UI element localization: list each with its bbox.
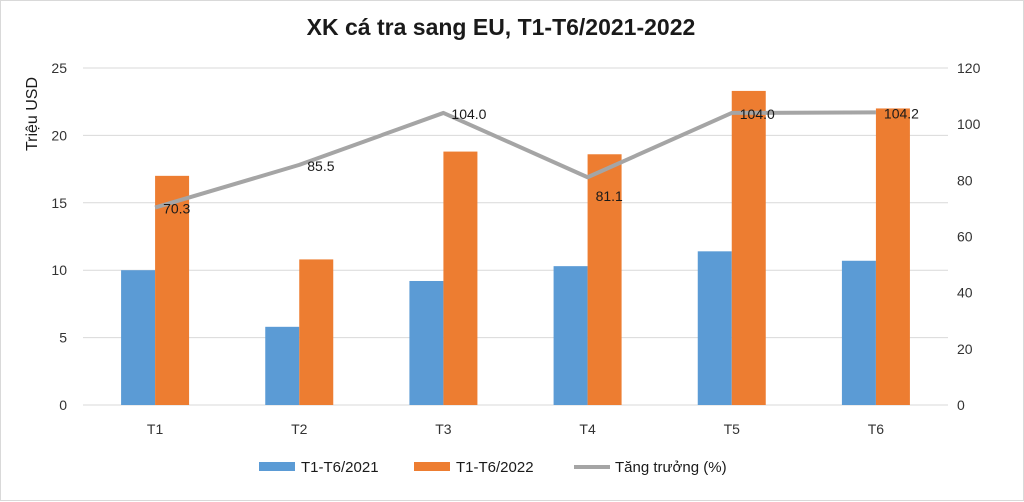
x-tick-label: T4 (579, 421, 596, 437)
legend-label: T1-T6/2022 (456, 459, 534, 476)
y-left-tick-label: 20 (51, 127, 67, 143)
bar-t1-t6-2021 (121, 270, 156, 405)
x-tick-label: T2 (291, 421, 308, 437)
x-tick-label: T5 (724, 421, 741, 437)
growth-data-label: 104.2 (884, 105, 919, 121)
y-right-tick-label: 100 (957, 116, 981, 132)
y-left-tick-label: 5 (59, 330, 67, 346)
growth-line-path (154, 110, 876, 210)
y-left-tick-label: 15 (51, 195, 67, 211)
legend: T1-T6/2021 T1-T6/2022 Tăng trưởng (%) (259, 459, 727, 476)
growth-line (154, 110, 876, 210)
bar-t1-t6-2021 (697, 251, 732, 405)
bar-t1-t6-2021 (553, 266, 588, 405)
y-right-tick-label: 20 (957, 341, 973, 357)
x-tick-label: T6 (868, 421, 885, 437)
growth-data-label: 81.1 (596, 188, 623, 204)
bar-t1-t6-2022 (587, 154, 622, 405)
legend-swatch (259, 462, 295, 471)
bar-t1-t6-2022 (299, 259, 334, 405)
y-axis-label: Triệu USD (24, 77, 41, 151)
gridlines (83, 67, 948, 406)
bar-t1-t6-2022 (155, 175, 190, 405)
axis-ticks: 0 5 10 15 20 25 0 20 40 60 80 100 120 T1 T2 T3 T4 T5 T6 (51, 60, 980, 437)
bar-t1-t6-2021 (409, 280, 444, 405)
growth-data-label: 70.3 (163, 201, 190, 217)
legend-label: T1-T6/2021 (301, 459, 379, 476)
x-tick-label: T3 (435, 421, 452, 437)
growth-data-label: 104.0 (451, 106, 486, 122)
y-right-tick-label: 80 (957, 172, 973, 188)
y-left-tick-label: 10 (51, 262, 67, 278)
bars (121, 90, 910, 405)
bar-t1-t6-2022 (875, 108, 910, 405)
bar-t1-t6-2022 (731, 90, 766, 405)
chart-title: XK cá tra sang EU, T1-T6/2021-2022 (307, 14, 696, 40)
y-right-tick-label: 120 (957, 60, 981, 76)
legend-label: Tăng trưởng (%) (615, 459, 727, 476)
y-left-tick-label: 0 (59, 397, 67, 413)
bar-t1-t6-2021 (841, 260, 876, 405)
x-tick-label: T1 (147, 421, 164, 437)
y-right-tick-label: 0 (957, 397, 965, 413)
bar-t1-t6-2021 (265, 326, 300, 405)
y-left-tick-label: 25 (51, 60, 67, 76)
legend-swatch (414, 462, 450, 471)
y-right-tick-label: 60 (957, 229, 973, 245)
y-right-tick-label: 40 (957, 285, 973, 301)
bar-t1-t6-2022 (443, 151, 478, 405)
growth-data-label: 104.0 (740, 106, 775, 122)
data-labels: 70.3 85.5 104.0 81.1 104.0 104.2 (163, 105, 919, 216)
growth-data-label: 85.5 (307, 158, 334, 174)
